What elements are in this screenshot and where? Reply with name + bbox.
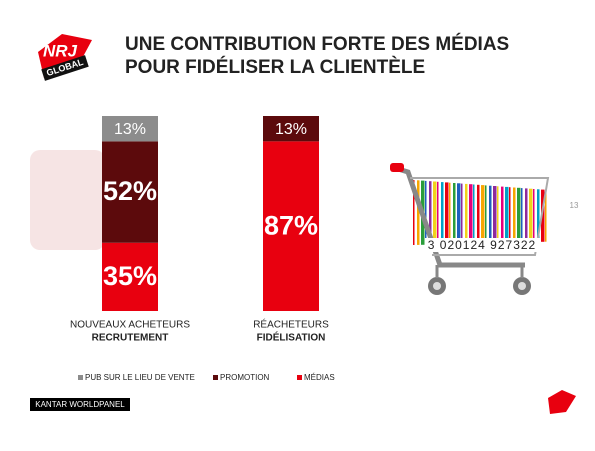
logo-small: [548, 390, 576, 414]
category-sublabel: RECRUTEMENT: [92, 333, 169, 344]
legend-label: MÉDIAS: [304, 373, 335, 382]
background-icon: [30, 150, 105, 250]
footer-box: [30, 398, 130, 411]
legend-swatch: [213, 375, 218, 380]
footer: KANTAR WORLDPANEL: [35, 400, 125, 409]
data-label: 52%: [103, 176, 157, 206]
bar-segment: [102, 141, 158, 243]
logo: NRJ GLOBAL: [38, 34, 92, 81]
category-label: RÉACHETEURS: [253, 318, 329, 331]
data-label: 35%: [103, 261, 157, 291]
category-label: NOUVEAUX ACHETEURS: [70, 320, 190, 331]
logo-text: NRJ: [43, 41, 78, 60]
bar-segment: [263, 141, 319, 311]
page-number: 13: [570, 201, 579, 210]
legend-swatch: [297, 375, 302, 380]
bar-segment: [102, 116, 158, 142]
data-label: 13%: [114, 121, 146, 138]
legend-label: PUB SUR LE LIEU DE VENTE: [85, 373, 195, 382]
data-label: 87%: [264, 210, 318, 240]
barcode-number: 3 020124 927322: [428, 238, 536, 252]
legend-label: PROMOTION: [220, 373, 270, 382]
category-sublabel: FIDÉLISATION: [257, 331, 326, 344]
title: UNE CONTRIBUTION FORTE DES MÉDIAS: [125, 33, 509, 55]
bar-segment: [263, 116, 319, 142]
data-label: 13%: [275, 121, 307, 138]
subtitle: POUR FIDÉLISER LA CLIENTÈLE: [125, 56, 425, 78]
legend-swatch: [78, 375, 83, 380]
bar-segment: [102, 242, 158, 311]
cart-illustration: 3 020124 927322: [390, 163, 550, 295]
